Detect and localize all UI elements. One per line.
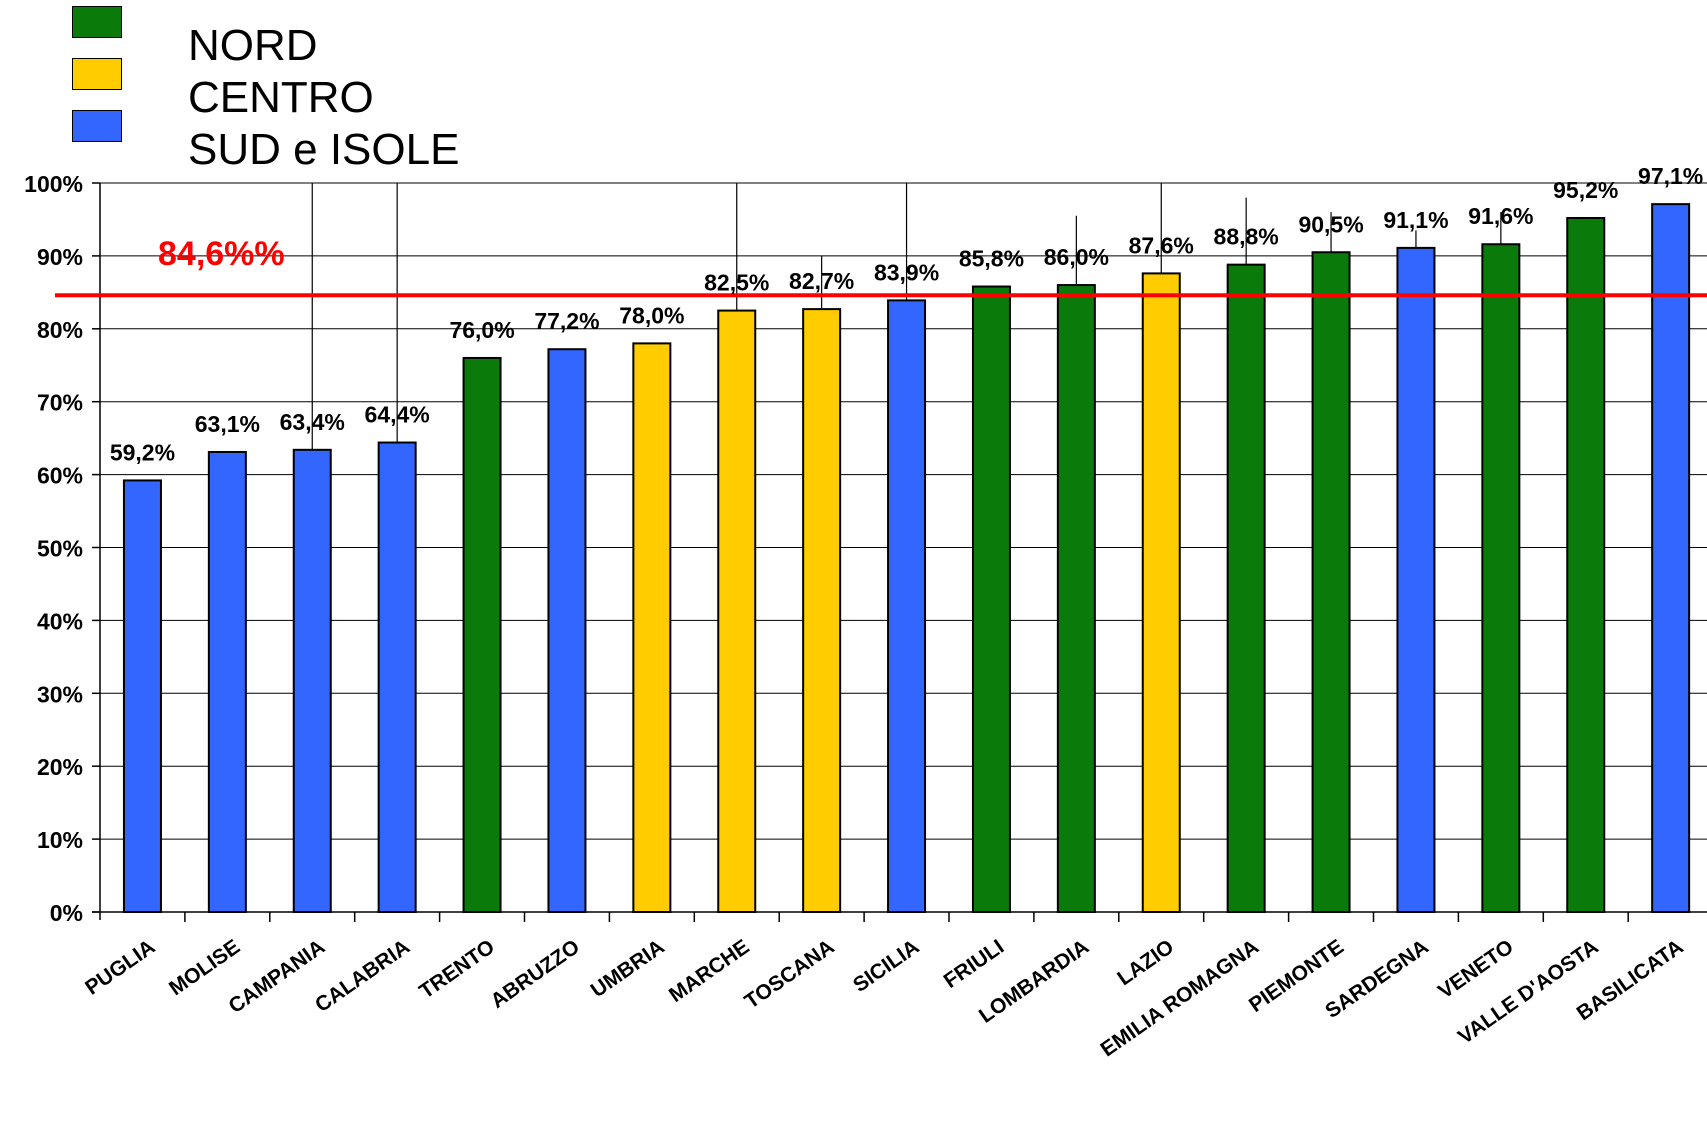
data-label: 90,5% [1298, 211, 1363, 237]
reference-line-label: 84,6%% [158, 235, 285, 273]
bars [122, 203, 1691, 914]
data-label: 91,6% [1468, 203, 1533, 229]
legend-swatch-nord [72, 6, 122, 38]
x-tick-label: MARCHE [665, 935, 754, 1007]
x-tick-label: CALABRIA [311, 935, 414, 1017]
bar [1056, 284, 1096, 913]
bar [887, 299, 927, 913]
data-label: 78,0% [619, 302, 684, 328]
data-label: 85,8% [959, 246, 1024, 272]
data-label: 77,2% [534, 308, 599, 334]
data-label: 87,6% [1129, 232, 1194, 258]
reference-line-group: 84,6%% [55, 235, 1707, 298]
bar [971, 285, 1011, 913]
bar [207, 451, 247, 913]
x-tick-label: LAZIO [1113, 935, 1178, 990]
y-tick-label: 10% [37, 827, 83, 853]
bar [1396, 246, 1436, 914]
x-tick-label: CAMPANIA [225, 935, 330, 1018]
data-label: 82,5% [704, 270, 769, 296]
data-label: 88,8% [1214, 224, 1279, 250]
x-tick-label: FRIULI [940, 935, 1009, 993]
x-tick-label: EMILIA ROMAGNA [1097, 935, 1263, 1061]
x-tick-label: MOLISE [165, 935, 244, 1000]
y-tick-label: 50% [37, 536, 83, 562]
bar [717, 309, 757, 913]
bar [1566, 216, 1606, 913]
value-labels: 59,2% 63,1% 63,4% 64,4% 76,0% 77,2% 78,0% 82,5%… [110, 163, 1703, 465]
data-label: 97,1% [1638, 163, 1703, 189]
y-tick-label: 40% [37, 608, 83, 634]
legend-swatch-centro [72, 58, 122, 90]
bar [802, 308, 842, 913]
bar [122, 479, 162, 913]
bar [1651, 203, 1691, 914]
legend-label-sud-isole: SUD e ISOLE [188, 125, 460, 174]
bar [632, 342, 672, 913]
data-label: 91,1% [1383, 207, 1448, 233]
data-label: 63,1% [195, 411, 260, 437]
data-label: 63,4% [280, 409, 345, 435]
data-label: 95,2% [1553, 177, 1618, 203]
bar [1226, 263, 1266, 913]
y-tick-label: 30% [37, 681, 83, 707]
y-tick-label: 60% [37, 463, 83, 489]
bar [462, 356, 502, 913]
data-label: 59,2% [110, 439, 175, 465]
data-label: 64,4% [365, 402, 430, 428]
x-tick-label: SICILIA [849, 935, 923, 997]
bar [1311, 251, 1351, 913]
x-tick-label: VALLE D'AOSTA [1454, 935, 1603, 1049]
x-tick-label: TOSCANA [741, 935, 839, 1013]
y-tick-label: 90% [37, 244, 83, 270]
legend-label-centro: CENTRO [188, 73, 374, 122]
data-label: 83,9% [874, 259, 939, 285]
legend-label-nord: NORD [188, 21, 318, 70]
data-label: 82,7% [789, 268, 854, 294]
x-tick-label: UMBRIA [587, 935, 669, 1002]
y-tick-label: 70% [37, 390, 83, 416]
bar [377, 441, 417, 913]
axes: 0%10%20%30%40%50%60%70%80%90%100%PUGLIA M… [24, 171, 1707, 1061]
bar [1141, 272, 1181, 913]
x-tick-label: PUGLIA [81, 935, 159, 999]
x-tick-label: ABRUZZO [487, 935, 584, 1013]
y-tick-label: 20% [37, 754, 83, 780]
bar [547, 348, 587, 914]
bar [292, 448, 332, 913]
data-label: 76,0% [449, 317, 514, 343]
bar [1481, 243, 1521, 913]
legend-swatch-sud-isole [72, 110, 122, 142]
data-label: 86,0% [1044, 244, 1109, 270]
y-tick-label: 0% [50, 900, 83, 926]
y-tick-label: 100% [24, 171, 83, 197]
y-tick-label: 80% [37, 317, 83, 343]
